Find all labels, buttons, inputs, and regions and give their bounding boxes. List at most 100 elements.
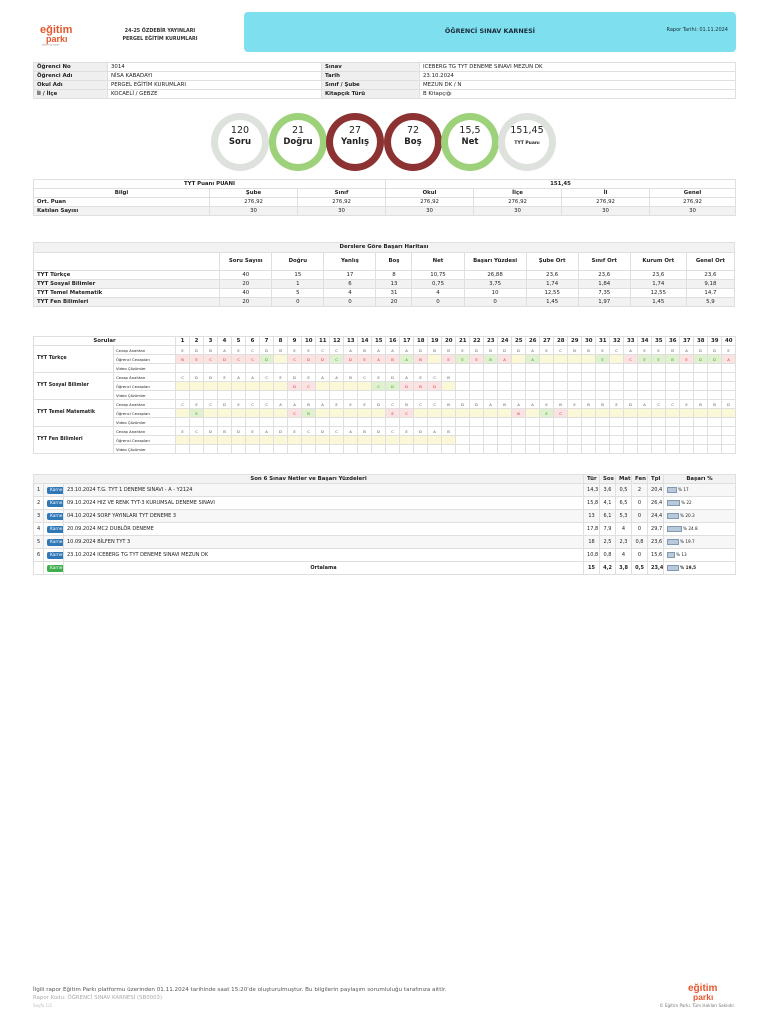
video-solution-cell[interactable] <box>217 444 233 454</box>
video-solution-cell[interactable] <box>427 444 443 454</box>
video-solution-cell[interactable] <box>175 417 191 427</box>
video-solution-cell[interactable] <box>245 444 261 454</box>
video-solution-cell[interactable] <box>413 363 429 373</box>
video-solution-cell[interactable] <box>651 417 667 427</box>
video-solution-cell[interactable] <box>665 363 681 373</box>
video-solution-cell[interactable] <box>553 363 569 373</box>
video-solution-cell[interactable] <box>385 390 401 400</box>
video-solution-cell[interactable] <box>623 363 639 373</box>
video-solution-cell[interactable] <box>665 390 681 400</box>
video-solution-cell[interactable] <box>497 363 513 373</box>
video-solution-cell[interactable] <box>427 363 443 373</box>
video-solution-cell[interactable] <box>231 417 247 427</box>
video-solution-cell[interactable] <box>343 390 359 400</box>
video-solution-cell[interactable] <box>273 417 289 427</box>
video-solution-cell[interactable] <box>721 444 737 454</box>
video-solution-cell[interactable] <box>721 417 737 427</box>
video-solution-cell[interactable] <box>287 444 303 454</box>
video-solution-cell[interactable] <box>525 363 541 373</box>
video-solution-cell[interactable] <box>441 417 457 427</box>
video-solution-cell[interactable] <box>665 444 681 454</box>
video-solution-cell[interactable] <box>497 444 513 454</box>
video-solution-cell[interactable] <box>637 390 653 400</box>
video-solution-cell[interactable] <box>637 363 653 373</box>
video-solution-cell[interactable] <box>231 363 247 373</box>
video-solution-cell[interactable] <box>371 444 387 454</box>
video-solution-cell[interactable] <box>679 444 695 454</box>
video-solution-cell[interactable] <box>231 444 247 454</box>
video-solution-cell[interactable] <box>707 417 723 427</box>
video-solution-cell[interactable] <box>581 390 597 400</box>
video-solution-cell[interactable] <box>539 390 555 400</box>
video-solution-cell[interactable] <box>357 417 373 427</box>
video-solution-cell[interactable] <box>259 444 275 454</box>
karne-button[interactable]: Karne <box>47 486 63 494</box>
video-solution-cell[interactable] <box>553 417 569 427</box>
video-solution-cell[interactable] <box>553 444 569 454</box>
video-solution-cell[interactable] <box>189 417 205 427</box>
video-solution-cell[interactable] <box>315 390 331 400</box>
video-solution-cell[interactable] <box>511 390 527 400</box>
video-solution-cell[interactable] <box>385 417 401 427</box>
video-solution-cell[interactable] <box>511 363 527 373</box>
video-solution-cell[interactable] <box>455 390 471 400</box>
video-solution-cell[interactable] <box>175 390 191 400</box>
karne-button[interactable]: Karne <box>47 525 63 533</box>
video-solution-cell[interactable] <box>399 444 415 454</box>
video-solution-cell[interactable] <box>441 363 457 373</box>
video-solution-cell[interactable] <box>217 363 233 373</box>
video-solution-cell[interactable] <box>441 444 457 454</box>
video-solution-cell[interactable] <box>595 390 611 400</box>
video-solution-cell[interactable] <box>609 444 625 454</box>
video-solution-cell[interactable] <box>581 363 597 373</box>
video-solution-cell[interactable] <box>413 444 429 454</box>
video-solution-cell[interactable] <box>511 444 527 454</box>
video-solution-cell[interactable] <box>721 363 737 373</box>
video-solution-cell[interactable] <box>455 417 471 427</box>
video-solution-cell[interactable] <box>427 417 443 427</box>
video-solution-cell[interactable] <box>483 390 499 400</box>
video-solution-cell[interactable] <box>343 363 359 373</box>
video-solution-cell[interactable] <box>483 444 499 454</box>
video-solution-cell[interactable] <box>707 444 723 454</box>
karne-button[interactable]: Karne <box>47 538 63 546</box>
video-solution-cell[interactable] <box>203 444 219 454</box>
video-solution-cell[interactable] <box>273 363 289 373</box>
video-solution-cell[interactable] <box>707 390 723 400</box>
video-solution-cell[interactable] <box>707 363 723 373</box>
video-solution-cell[interactable] <box>301 444 317 454</box>
video-solution-cell[interactable] <box>567 390 583 400</box>
video-solution-cell[interactable] <box>371 390 387 400</box>
average-karne-button[interactable]: Karne <box>47 564 63 572</box>
video-solution-cell[interactable] <box>455 363 471 373</box>
video-solution-cell[interactable] <box>315 417 331 427</box>
karne-button[interactable]: Karne <box>47 551 63 559</box>
video-solution-cell[interactable] <box>651 444 667 454</box>
video-solution-cell[interactable] <box>189 390 205 400</box>
video-solution-cell[interactable] <box>441 390 457 400</box>
video-solution-cell[interactable] <box>609 417 625 427</box>
video-solution-cell[interactable] <box>637 417 653 427</box>
video-solution-cell[interactable] <box>203 363 219 373</box>
video-solution-cell[interactable] <box>371 363 387 373</box>
video-solution-cell[interactable] <box>567 417 583 427</box>
video-solution-cell[interactable] <box>581 417 597 427</box>
video-solution-cell[interactable] <box>343 444 359 454</box>
video-solution-cell[interactable] <box>693 390 709 400</box>
video-solution-cell[interactable] <box>679 390 695 400</box>
video-solution-cell[interactable] <box>245 417 261 427</box>
video-solution-cell[interactable] <box>539 417 555 427</box>
video-solution-cell[interactable] <box>595 417 611 427</box>
video-solution-cell[interactable] <box>637 444 653 454</box>
video-solution-cell[interactable] <box>609 390 625 400</box>
video-solution-cell[interactable] <box>357 363 373 373</box>
video-solution-cell[interactable] <box>581 444 597 454</box>
video-solution-cell[interactable] <box>413 417 429 427</box>
video-solution-cell[interactable] <box>693 417 709 427</box>
video-solution-cell[interactable] <box>259 390 275 400</box>
video-solution-cell[interactable] <box>329 444 345 454</box>
video-solution-cell[interactable] <box>203 417 219 427</box>
video-solution-cell[interactable] <box>651 363 667 373</box>
video-solution-cell[interactable] <box>399 417 415 427</box>
video-solution-cell[interactable] <box>483 417 499 427</box>
